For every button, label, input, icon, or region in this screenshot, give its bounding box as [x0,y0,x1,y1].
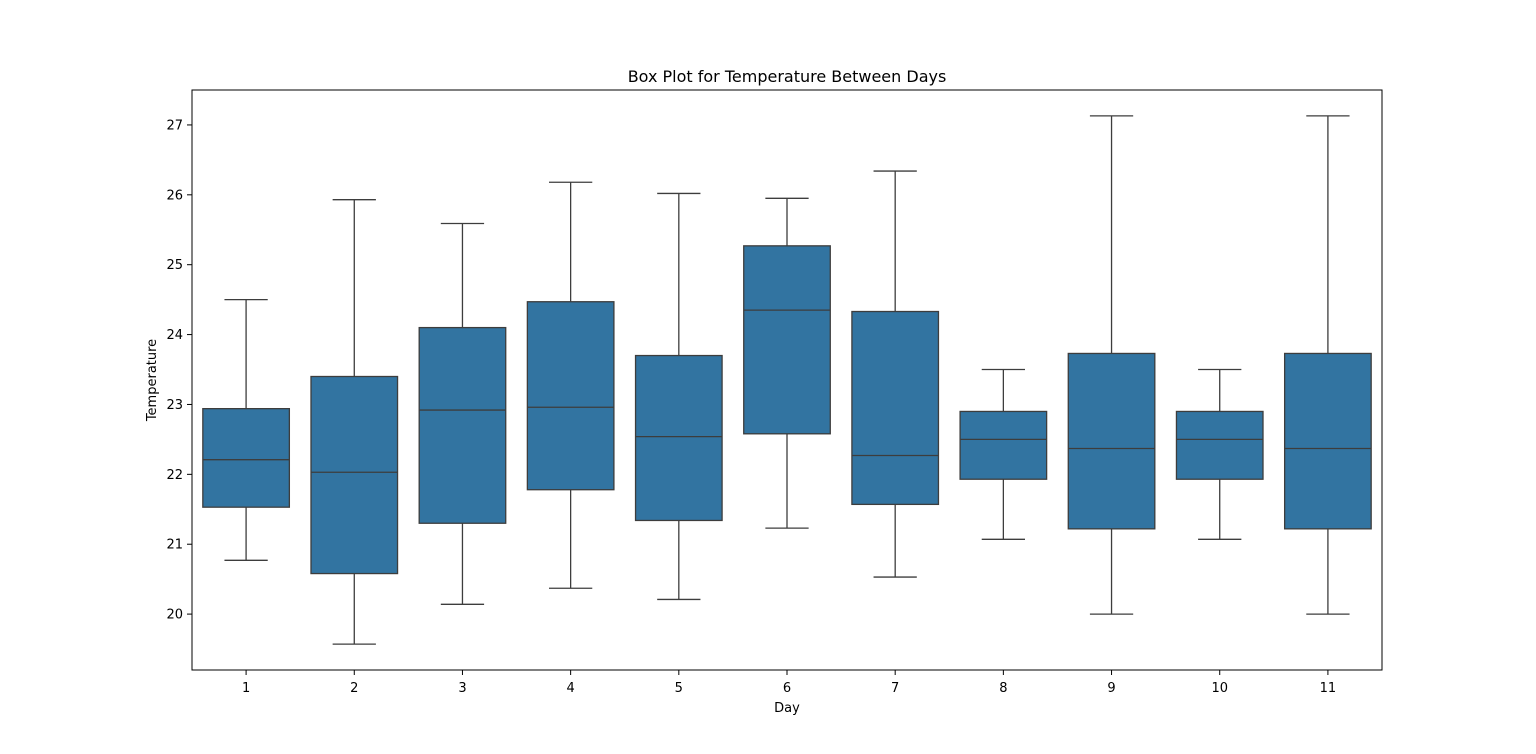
y-axis: 20 21 22 23 24 25 26 27 [166,118,192,623]
box-day-8 [959,368,1048,540]
x-tick-label: 6 [783,681,791,696]
x-tick-label: 9 [1107,681,1115,696]
x-tick-label: 2 [350,681,358,696]
y-tick-label: 26 [166,188,183,203]
box-day-2 [310,199,399,645]
x-axis: 1 2 3 4 5 6 7 8 9 10 11 [242,670,1336,696]
iqr-box [851,310,940,506]
x-axis-label: Day [774,701,800,716]
y-tick-label: 25 [166,258,183,273]
box-day-1 [202,298,291,561]
iqr-box [959,410,1048,480]
y-tick-label: 21 [166,538,183,553]
box-day-3 [418,222,507,605]
iqr-box [743,245,831,435]
y-tick-label: 20 [166,608,183,623]
box-day-9 [1067,115,1156,615]
y-tick-label: 24 [166,328,183,343]
y-axis-label: Temperature [145,339,160,422]
iqr-box [310,375,399,575]
iqr-box [418,326,507,524]
box-day-10 [1175,368,1264,540]
y-tick-label: 27 [166,118,183,133]
x-tick-label: 7 [891,681,899,696]
x-tick-label: 10 [1211,681,1228,696]
x-tick-label: 11 [1320,681,1337,696]
x-tick-label: 1 [242,681,250,696]
iqr-box [526,301,615,491]
box-day-6 [743,197,831,529]
x-tick-label: 4 [566,681,574,696]
chart-title: Box Plot for Temperature Between Days [628,67,947,86]
box-day-7 [851,170,940,578]
box-day-11 [1283,115,1372,615]
iqr-box [634,354,723,522]
box-day-4 [526,181,615,589]
x-tick-label: 3 [458,681,466,696]
x-tick-label: 5 [675,681,683,696]
iqr-box [1067,352,1156,530]
iqr-box [1175,410,1264,480]
y-tick-label: 22 [166,468,183,483]
iqr-box [202,408,291,508]
y-tick-label: 23 [166,398,183,413]
x-tick-label: 8 [999,681,1007,696]
iqr-box [1283,352,1372,530]
box-day-5 [634,192,723,601]
boxes-layer [202,115,1372,645]
